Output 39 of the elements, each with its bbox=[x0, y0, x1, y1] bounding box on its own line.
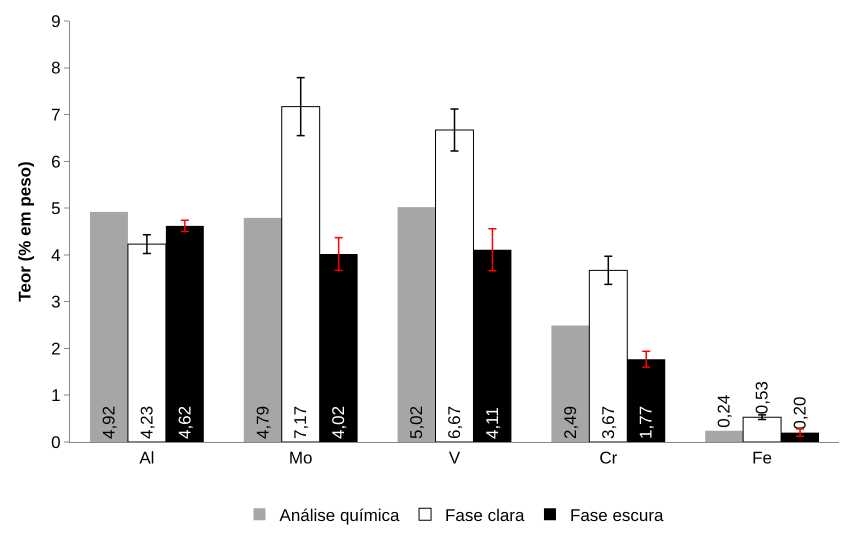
data-label: 3,67 bbox=[598, 406, 618, 439]
data-label: 5,02 bbox=[407, 406, 426, 439]
y-tick-label: 7 bbox=[51, 106, 61, 125]
x-tick-label: Cr bbox=[599, 448, 618, 468]
data-label: 4,92 bbox=[99, 406, 118, 439]
y-tick-label: 8 bbox=[51, 58, 61, 78]
data-label: 4,62 bbox=[175, 406, 194, 439]
y-tick-label: 6 bbox=[51, 152, 61, 172]
data-label: 4,23 bbox=[137, 406, 156, 439]
x-tick-label: Al bbox=[139, 448, 154, 468]
y-tick-label: 0 bbox=[51, 432, 61, 452]
bar bbox=[551, 326, 590, 442]
y-axis-title: Teor (% em peso) bbox=[16, 161, 35, 302]
bar bbox=[398, 207, 436, 442]
x-tick-label: V bbox=[448, 448, 461, 468]
y-tick-label: 3 bbox=[51, 292, 61, 312]
data-label: 4,79 bbox=[253, 406, 272, 439]
data-label: 6,67 bbox=[445, 406, 464, 439]
y-tick-label: 5 bbox=[51, 199, 61, 218]
bar bbox=[90, 212, 128, 442]
data-label: 4,11 bbox=[482, 407, 502, 439]
data-label: 0,20 bbox=[790, 396, 810, 430]
data-label: 4,02 bbox=[329, 406, 348, 439]
data-label: 0,53 bbox=[752, 381, 772, 414]
data-label: 0,24 bbox=[714, 394, 734, 428]
bar bbox=[705, 430, 744, 442]
data-label: 1,77 bbox=[636, 406, 656, 439]
legend-label: Análise química bbox=[280, 506, 400, 525]
x-tick-label: Fe bbox=[752, 448, 772, 468]
x-tick-label: Mo bbox=[288, 448, 313, 468]
legend-label: Fase clara bbox=[445, 506, 525, 525]
bar bbox=[244, 218, 282, 442]
y-tick-label: 4 bbox=[51, 246, 61, 265]
y-tick-label: 1 bbox=[51, 386, 61, 406]
y-tick-label: 2 bbox=[51, 339, 61, 358]
legend-label: Fase escura bbox=[570, 506, 664, 525]
data-label: 7,17 bbox=[291, 406, 310, 439]
y-tick-label: 9 bbox=[51, 12, 61, 31]
data-label: 2,49 bbox=[560, 406, 580, 439]
